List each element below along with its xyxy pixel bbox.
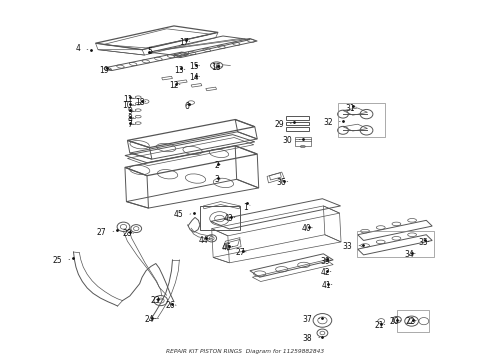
Text: 1: 1: [244, 202, 248, 211]
Bar: [397, 310, 429, 332]
Text: 31: 31: [345, 104, 355, 112]
Text: 42: 42: [320, 268, 330, 277]
Text: 46: 46: [222, 243, 232, 252]
Text: 22: 22: [406, 317, 415, 326]
Bar: [286, 116, 309, 120]
Text: 38: 38: [302, 334, 312, 343]
Text: 12: 12: [170, 81, 179, 90]
Text: 45: 45: [173, 210, 183, 219]
Text: 9: 9: [127, 107, 132, 117]
Bar: [295, 137, 311, 146]
Text: 44: 44: [198, 235, 208, 245]
Text: 14: 14: [189, 73, 198, 82]
Text: 34: 34: [404, 250, 414, 259]
Text: 32: 32: [323, 118, 333, 127]
Text: 15: 15: [189, 62, 198, 71]
Text: 27: 27: [235, 248, 245, 257]
Text: 26: 26: [165, 302, 175, 310]
Text: 20: 20: [390, 317, 399, 326]
Text: 37: 37: [302, 315, 312, 324]
Text: 7: 7: [127, 120, 132, 129]
Text: 39: 39: [320, 256, 330, 265]
Text: 17: 17: [179, 37, 189, 46]
Bar: [338, 103, 385, 137]
Bar: [286, 127, 309, 131]
Text: 23: 23: [150, 296, 160, 305]
Text: 25: 25: [52, 256, 62, 265]
Text: 10: 10: [122, 101, 132, 110]
Text: 21: 21: [374, 321, 384, 330]
Text: 28: 28: [123, 230, 132, 239]
Bar: [286, 122, 309, 125]
Bar: [357, 231, 434, 257]
Text: 5: 5: [147, 46, 152, 55]
Text: 35: 35: [418, 238, 428, 247]
Text: 13: 13: [174, 66, 184, 75]
Text: 30: 30: [283, 136, 293, 145]
Text: 18: 18: [135, 98, 145, 107]
Text: 29: 29: [274, 120, 284, 129]
Text: 41: 41: [321, 281, 331, 290]
Text: 8: 8: [127, 114, 132, 123]
Text: 16: 16: [211, 63, 220, 72]
Text: 33: 33: [343, 242, 352, 251]
Text: REPAIR KIT PISTON RINGS  Diagram for 11259882843: REPAIR KIT PISTON RINGS Diagram for 1125…: [166, 348, 324, 354]
Text: 36: 36: [277, 178, 287, 187]
Text: 3: 3: [214, 175, 219, 184]
Bar: [200, 206, 240, 230]
Text: 40: 40: [301, 224, 311, 233]
Text: 2: 2: [214, 161, 219, 170]
Text: 43: 43: [224, 214, 234, 223]
Text: 11: 11: [123, 94, 132, 104]
Text: 24: 24: [145, 315, 154, 324]
Text: 19: 19: [99, 66, 109, 75]
Text: 6: 6: [185, 102, 190, 111]
Text: 27: 27: [97, 228, 106, 237]
Text: 4: 4: [75, 44, 80, 53]
